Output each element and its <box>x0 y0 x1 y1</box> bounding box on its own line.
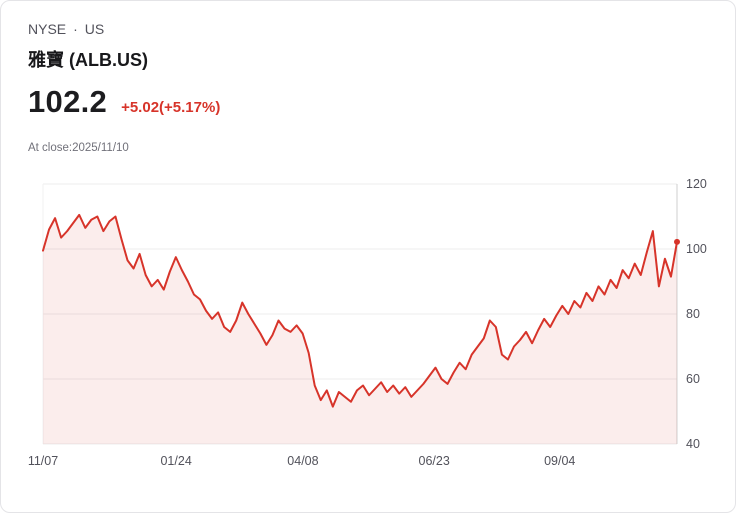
y-axis-tick-label: 60 <box>686 372 700 386</box>
stock-title: 雅寶 (ALB.US) <box>28 50 148 70</box>
x-axis-tick-label: 01/24 <box>160 454 192 468</box>
price-line <box>43 215 677 407</box>
x-axis-tick-label: 04/08 <box>287 454 319 468</box>
last-point-dot <box>674 238 680 245</box>
region-label: US <box>84 21 105 37</box>
price-row: 102.2 +5.02(+5.17%) <box>28 84 220 120</box>
y-axis-tick-label: 100 <box>686 242 707 256</box>
price-change: +5.02(+5.17%) <box>121 99 221 116</box>
separator-dot: · <box>73 21 78 37</box>
x-axis-tick-label: 06/23 <box>418 454 450 468</box>
y-axis-tick-label: 80 <box>686 307 700 321</box>
x-axis-tick-label: 11/07 <box>27 454 59 468</box>
x-axis-tick-label: 09/04 <box>544 454 576 468</box>
price-chart[interactable]: 120 100 80 60 40 11/07 01/24 04/08 06/23 09/04 <box>28 177 707 468</box>
y-axis-tick-label: 40 <box>686 437 700 451</box>
market-line: NYSE · US <box>28 21 148 37</box>
as-of-timestamp: At close:2025/11/10 <box>28 142 129 154</box>
area-fill <box>43 214 677 444</box>
exchange-label: NYSE <box>28 21 67 37</box>
quote-header: NYSE · US 雅寶 (ALB.US) <box>28 21 148 72</box>
price-line-chart-svg <box>43 184 680 444</box>
y-axis-tick-label: 120 <box>686 177 707 191</box>
current-price: 102.2 <box>28 84 108 119</box>
